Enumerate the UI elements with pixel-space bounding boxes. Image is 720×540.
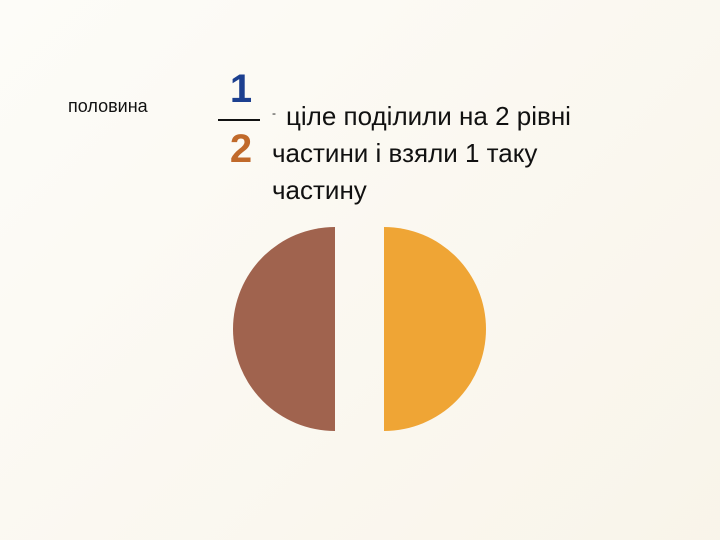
fraction-numerator: 1 [230, 68, 252, 111]
definition-line-2: частини і взяли 1 таку [272, 138, 538, 168]
fraction-denominator: 2 [230, 127, 252, 168]
definition-line-1: ціле поділили на 2 рівні [286, 101, 571, 131]
term-label: половина [68, 96, 148, 116]
dash-separator: - [272, 106, 276, 120]
right-half [384, 227, 486, 431]
left-half [233, 227, 335, 431]
definition-text: ціле поділили на 2 рівні частини і взяли… [272, 98, 692, 209]
definition-line-3: частину [272, 175, 367, 205]
fraction-one-half: 1 2 [216, 68, 266, 168]
halved-circle-illustration [233, 227, 486, 431]
